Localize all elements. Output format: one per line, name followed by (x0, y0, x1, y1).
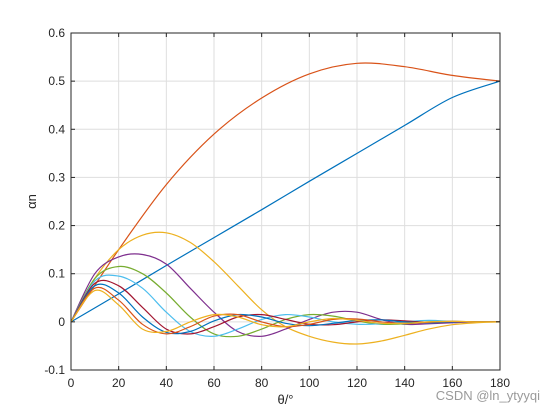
y-tick-label: 0 (58, 315, 65, 329)
axes-box (70, 32, 501, 371)
x-tick-label: 140 (395, 376, 415, 390)
series-line-4 (70, 253, 501, 337)
x-tick-label: 120 (347, 376, 367, 390)
y-tick-label: 0.2 (48, 219, 65, 233)
series-line-10 (70, 289, 500, 334)
y-tick-label: 0.4 (48, 122, 65, 136)
y-tick-label: 0.5 (48, 74, 65, 88)
series-line-6 (70, 274, 500, 337)
x-tick-label: 0 (68, 376, 75, 390)
x-tick-label: 20 (112, 376, 126, 390)
x-tick-label: 40 (160, 376, 174, 390)
y-tick-label: 0.1 (48, 267, 65, 281)
series-line-2 (70, 62, 501, 323)
x-tick-label: 80 (255, 376, 269, 390)
y-axis-label: αn (24, 194, 39, 209)
watermark-text: CSDN @ln_ytyyqi (435, 388, 540, 403)
y-tick-label: 0.6 (48, 26, 65, 40)
x-tick-label: 100 (299, 376, 319, 390)
x-tick-label: 160 (442, 376, 462, 390)
plot-area (71, 33, 500, 370)
x-tick-label: 180 (490, 376, 510, 390)
series-line-1 (70, 80, 501, 323)
x-tick-label: 60 (207, 376, 221, 390)
x-axis-label: θ/° (277, 392, 293, 407)
y-tick-label: -0.1 (44, 363, 65, 377)
y-tick-label: 0.3 (48, 170, 65, 184)
